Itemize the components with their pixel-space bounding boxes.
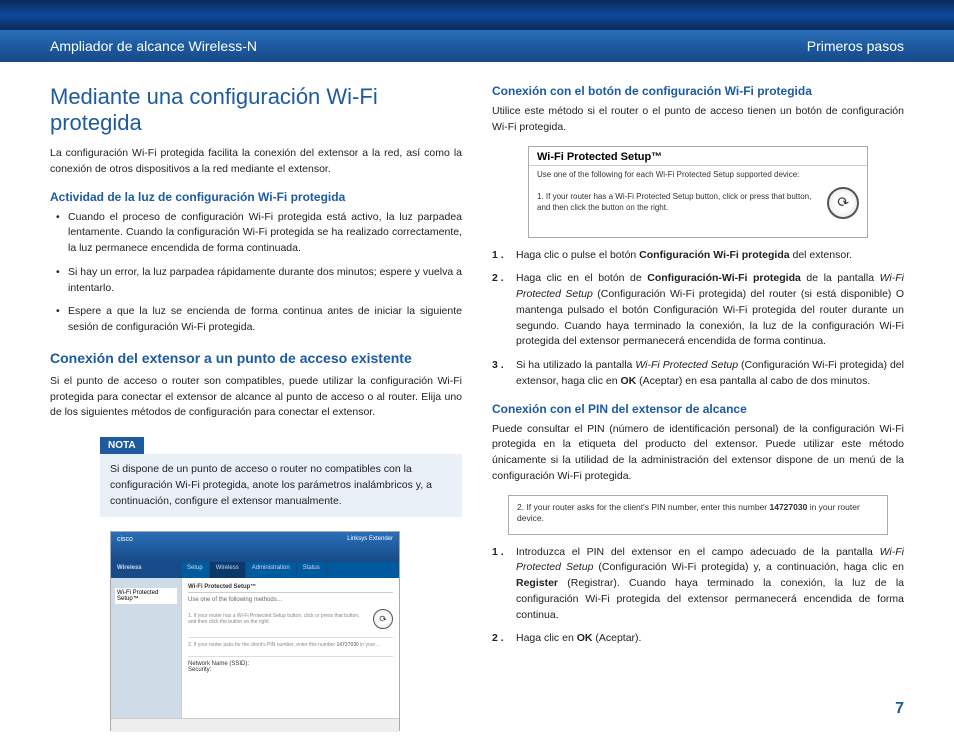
pin-steps: 1 . Introduzca el PIN del extensor en el… (492, 545, 904, 648)
top-gradient-band (0, 0, 954, 30)
router-side-label: Wireless (111, 562, 181, 578)
header-bar: Ampliador de alcance Wireless-N Primeros… (0, 30, 954, 62)
intro-paragraph: La configuración Wi-Fi protegida facilit… (50, 146, 462, 178)
header-right: Primeros pasos (807, 38, 904, 54)
activity-bullet: Cuando el proceso de configuración Wi-Fi… (68, 210, 462, 257)
router-tabs: Wireless Setup Wireless Administration S… (111, 562, 399, 578)
wps-button-icon: ⟳ (827, 187, 859, 219)
button-body: Utilice este método si el router o el pu… (492, 104, 904, 136)
activity-bullet: Si hay un error, la luz parpadea rápidam… (68, 265, 462, 297)
pin-heading: Conexión con el PIN del extensor de alca… (492, 402, 904, 416)
list-item: 2 . Haga clic en el botón de Configuraci… (492, 271, 904, 350)
note-box: NOTA Si dispone de un punto de acceso o … (100, 435, 462, 517)
page-content: Mediante una configuración Wi-Fi protegi… (0, 62, 954, 743)
pin-body: Puede consultar el PIN (número de identi… (492, 422, 904, 485)
activity-bullet: Espere a que la luz se encienda de forma… (68, 304, 462, 336)
router-tab: Wireless (210, 562, 246, 578)
wps-box-title: Wi-Fi Protected Setup™ (529, 147, 867, 166)
list-item: 3 . Si ha utilizado la pantalla Wi-Fi Pr… (492, 358, 904, 390)
router-sidebar: Wi-Fi Protected Setup™ (111, 578, 181, 718)
header-left: Ampliador de alcance Wireless-N (50, 38, 257, 54)
button-steps: 1 . Haga clic o pulse el botón Configura… (492, 248, 904, 390)
router-tab: Administration (246, 562, 297, 578)
list-item: 1 . Introduzca el PIN del extensor en el… (492, 545, 904, 624)
router-product: Linksys Extender (347, 536, 393, 542)
pin-box-text: 2. If your router asks for the client's … (509, 496, 887, 532)
router-main: Wi-Fi Protected Setup™ Use one of the fo… (181, 578, 399, 718)
list-item: 2 . Haga clic en OK (Aceptar). (492, 631, 904, 647)
main-title: Mediante una configuración Wi-Fi protegi… (50, 84, 462, 136)
wps-box-step: 1. If your router has a Wi-Fi Protected … (537, 192, 817, 213)
note-label: NOTA (100, 437, 144, 454)
activity-heading: Actividad de la luz de configuración Wi-… (50, 190, 462, 204)
connect-heading: Conexión del extensor a un punto de acce… (50, 350, 462, 366)
button-heading: Conexión con el botón de configuración W… (492, 84, 904, 98)
wps-box-sub: Use one of the following for each Wi-Fi … (529, 166, 867, 183)
activity-bullets: Cuando el proceso de configuración Wi-Fi… (50, 210, 462, 336)
right-column: Conexión con el botón de configuración W… (492, 84, 904, 743)
pin-box: 2. If your router asks for the client's … (508, 495, 888, 535)
router-tab: Setup (181, 562, 210, 578)
connect-body: Si el punto de acceso o router son compa… (50, 374, 462, 421)
router-screenshot: cisco Linksys Extender Wireless Setup Wi… (110, 531, 400, 731)
note-body: Si dispone de un punto de acceso o route… (100, 454, 462, 517)
list-item: 1 . Haga clic o pulse el botón Configura… (492, 248, 904, 264)
router-tab: Status (297, 562, 327, 578)
wps-box: Wi-Fi Protected Setup™ Use one of the fo… (528, 146, 868, 238)
page-number: 7 (895, 700, 904, 718)
router-brand: cisco (117, 536, 133, 543)
left-column: Mediante una configuración Wi-Fi protegi… (50, 84, 462, 743)
